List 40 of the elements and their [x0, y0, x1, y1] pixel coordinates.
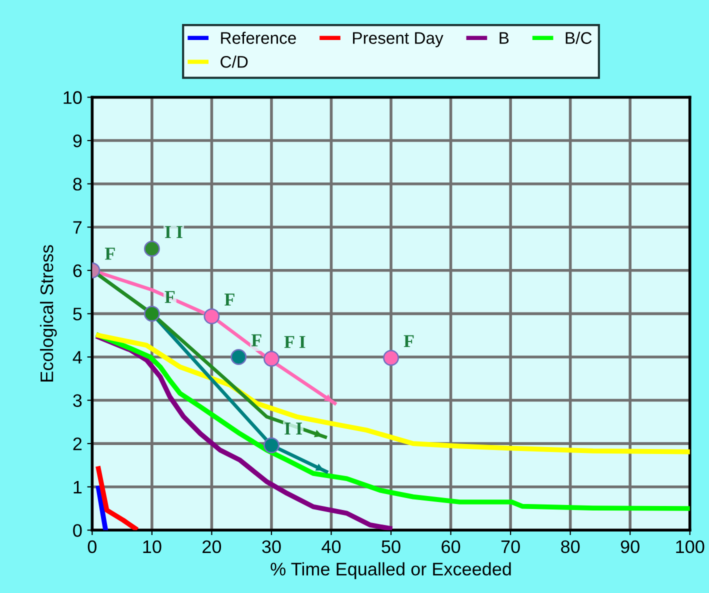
y-tick-label: 6 [73, 264, 82, 278]
y-tick-label: 7 [73, 221, 82, 234]
y-tick-label: 5 [73, 308, 82, 320]
y-tick-label: 10 [64, 91, 82, 104]
x-tick-label: 80 [561, 540, 580, 554]
annotation: F [164, 291, 175, 303]
y-tick-label: 4 [72, 351, 82, 364]
x-tick-label: 0 [88, 540, 96, 554]
line-series [96, 332, 690, 511]
x-tick-label: 40 [322, 540, 341, 554]
line-series [96, 332, 690, 454]
y-axis-title: Ecological Stress [40, 245, 57, 382]
y-tick-label: 8 [73, 178, 82, 191]
x-axis-title: % Time Equalled or Exceeded [270, 562, 511, 580]
x-tick-label: 30 [262, 540, 281, 554]
annotation: I I [165, 226, 182, 238]
x-tick-label: 90 [620, 540, 640, 554]
y-tick-label: 0 [73, 524, 82, 537]
x-tick-label: 60 [442, 540, 460, 554]
y-tick-label: 1 [74, 480, 82, 494]
legend-label: B/C [566, 32, 592, 44]
annotation: F I [284, 336, 306, 348]
legend-label: Present Day [353, 32, 444, 48]
annotation: F [404, 335, 414, 348]
y-tick-label: 3 [73, 394, 82, 407]
annotation: F [251, 334, 262, 346]
y-tick-label: 9 [73, 134, 82, 148]
legend-label: Reference [221, 32, 296, 44]
annotation: I I [284, 422, 302, 435]
x-tick-label: 10 [143, 540, 162, 554]
x-tick-label: 50 [382, 540, 400, 554]
annotation: F [104, 248, 115, 260]
x-tick-label: 20 [202, 540, 222, 554]
y-tick-label: 2 [73, 438, 82, 450]
line-series [96, 466, 138, 530]
legend-label: C/D [220, 56, 248, 68]
x-tick-label: 70 [501, 540, 520, 554]
legend-label: B [500, 32, 509, 44]
x-tick-label: 100 [676, 540, 704, 554]
annotation: F [224, 294, 234, 306]
